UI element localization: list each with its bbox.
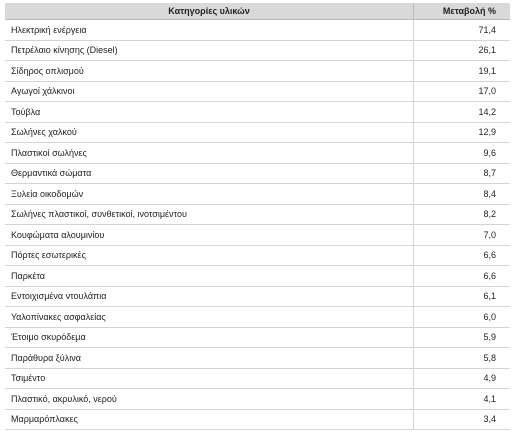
table-row: Πόρτες εσωτερικές 6,6 (5, 245, 510, 266)
value-cell: 19,1 (413, 60, 510, 82)
table-row: Ηλεκτρική ενέργεια 71,4 (5, 19, 510, 41)
value-cell: 6,0 (413, 306, 510, 328)
table-row: Σωλήνες πλαστικοί, συνθετικοί, ινοτσιμέν… (5, 204, 510, 225)
category-cell: Σωλήνες χαλκού (5, 122, 414, 143)
category-cell: Παράθυρα ξύλινα (5, 347, 414, 369)
header-cell: Μεταβολή % (413, 3, 510, 20)
category-cell: Παρκέτα (5, 265, 414, 287)
value-cell: 6,1 (413, 286, 510, 307)
value-cell: 8,4 (413, 183, 510, 205)
table-row: Έτοιμο σκυρόδεμα 5,9 (5, 327, 510, 348)
table-row: Εντοιχισμένα ντουλάπια 6,1 (5, 286, 510, 307)
category-cell: Ξυλεία οικοδομών (5, 183, 414, 205)
table-header: Κατηγορίες υλικών Μεταβολή % (5, 3, 510, 20)
value-cell: 6,6 (413, 245, 510, 266)
category-cell: Πόρτες εσωτερικές (5, 245, 414, 266)
table-row: Αγωγοί χάλκινοι 17,0 (5, 81, 510, 102)
value-cell: 4,9 (413, 368, 510, 389)
value-cell: 8,2 (413, 204, 510, 225)
value-cell: 71,4 (413, 19, 510, 41)
value-cell: 14,2 (413, 101, 510, 123)
table-row: Μαρμαρόπλακες 3,4 (5, 409, 510, 430)
category-cell: Πλαστικό, ακρυλικό, νερού (5, 388, 414, 410)
value-cell: 4,1 (413, 388, 510, 410)
table-row: Σωλήνες χαλκού 12,9 (5, 122, 510, 143)
value-cell: 6,6 (413, 265, 510, 287)
header-cell: Κατηγορίες υλικών (5, 3, 414, 20)
value-cell: 5,8 (413, 347, 510, 369)
value-cell: 9,6 (413, 142, 510, 164)
value-cell: 7,0 (413, 224, 510, 246)
category-cell: Αγωγοί χάλκινοι (5, 81, 414, 102)
value-cell: 12,9 (413, 122, 510, 143)
category-cell: Πετρέλαιο κίνησης (Diesel) (5, 40, 414, 61)
category-cell: Μαρμαρόπλακες (5, 409, 414, 430)
value-cell: 17,0 (413, 81, 510, 102)
table-row: Κουφώματα αλουμινίου 7,0 (5, 224, 510, 246)
table-row: Υαλοπίνακες ασφαλείας 6,0 (5, 306, 510, 328)
category-cell: Κουφώματα αλουμινίου (5, 224, 414, 246)
category-cell: Σίδηρος οπλισμού (5, 60, 414, 82)
value-cell: 5,9 (413, 327, 510, 348)
header-row: Κατηγορίες υλικών Μεταβολή % (5, 3, 510, 20)
value-cell: 8,7 (413, 163, 510, 184)
table-body: Ηλεκτρική ενέργεια 71,4 Πετρέλαιο κίνησης … (5, 19, 510, 430)
table-row: Παράθυρα ξύλινα 5,8 (5, 347, 510, 369)
category-cell: Σωλήνες πλαστικοί, συνθετικοί, ινοτσιμέν… (5, 204, 414, 225)
table-row: Τούβλα 14,2 (5, 101, 510, 123)
table-row: Πλαστικό, ακρυλικό, νερού 4,1 (5, 388, 510, 410)
category-cell: Εντοιχισμένα ντουλάπια (5, 286, 414, 307)
table-row: Πετρέλαιο κίνησης (Diesel) 26,1 (5, 40, 510, 61)
category-cell: Τούβλα (5, 101, 414, 123)
category-cell: Πλαστικοί σωλήνες (5, 142, 414, 164)
data-table: Κατηγορίες υλικών Μεταβολή % Ηλεκτρική ε… (5, 3, 510, 430)
table-row: Τσιμέντο 4,9 (5, 368, 510, 389)
category-cell: Έτοιμο σκυρόδεμα (5, 327, 414, 348)
category-cell: Θερμαντικά σώματα (5, 163, 414, 184)
value-cell: 3,4 (413, 409, 510, 430)
table-row: Ξυλεία οικοδομών 8,4 (5, 183, 510, 205)
category-cell: Υαλοπίνακες ασφαλείας (5, 306, 414, 328)
category-cell: Ηλεκτρική ενέργεια (5, 19, 414, 41)
table-row: Παρκέτα 6,6 (5, 265, 510, 287)
category-cell: Τσιμέντο (5, 368, 414, 389)
table-row: Θερμαντικά σώματα 8,7 (5, 163, 510, 184)
table-row: Σίδηρος οπλισμού 19,1 (5, 60, 510, 82)
value-cell: 26,1 (413, 40, 510, 61)
table-row: Πλαστικοί σωλήνες 9,6 (5, 142, 510, 164)
